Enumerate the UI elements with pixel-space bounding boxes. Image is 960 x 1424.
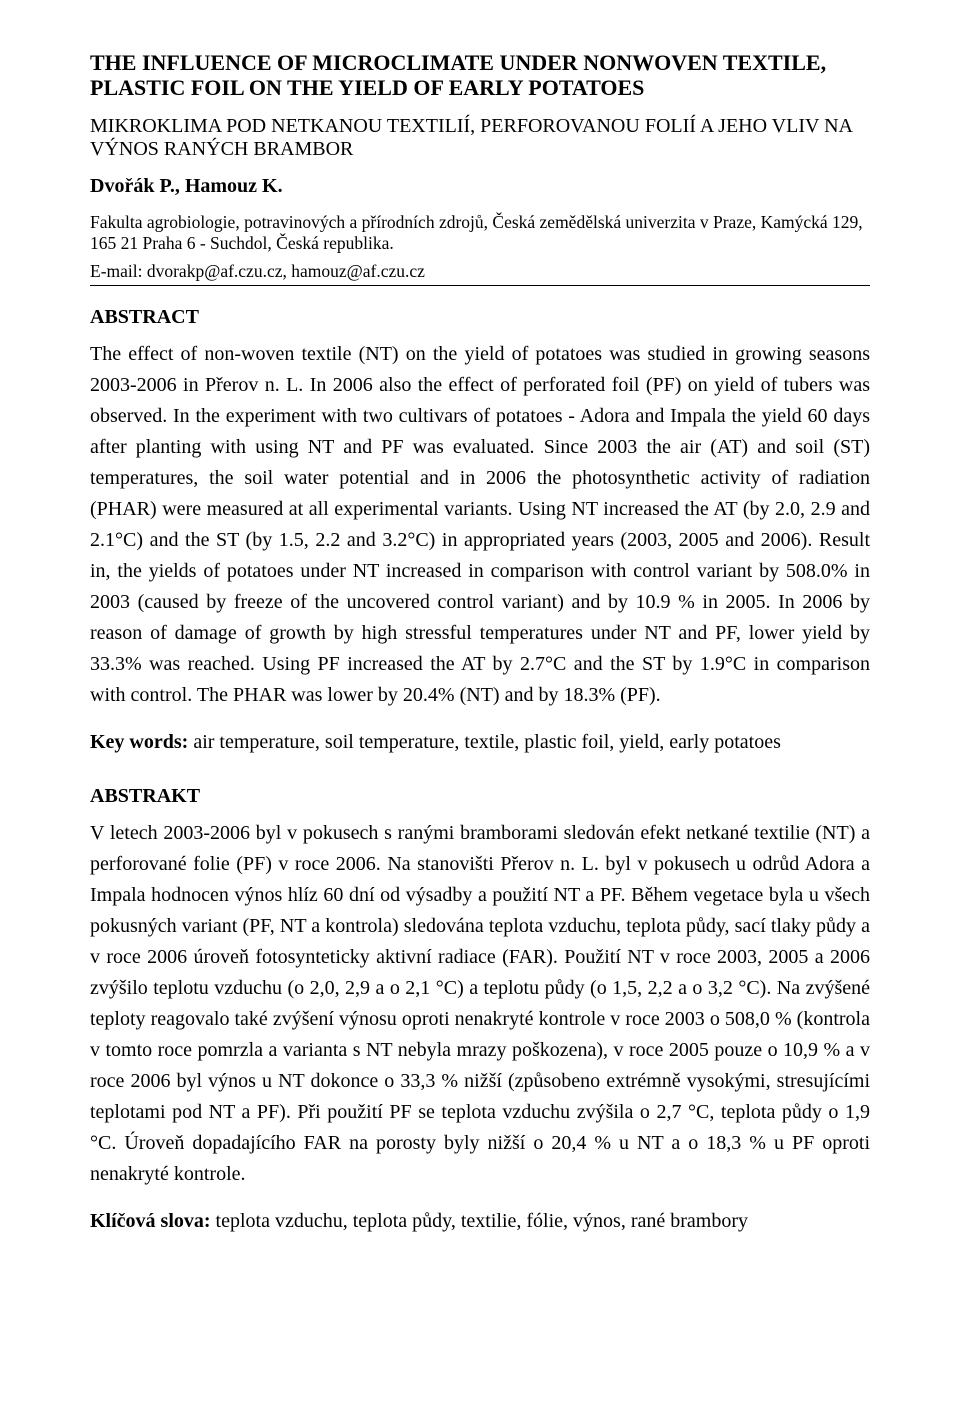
keywords-label-cz: Klíčová slova: — [90, 1210, 211, 1232]
email: E-mail: dvorakp@af.czu.cz, hamouz@af.czu… — [90, 261, 870, 281]
keywords-text-en: air temperature, soil temperature, texti… — [188, 731, 781, 753]
title-english: THE INFLUENCE OF MICROCLIMATE UNDER NONW… — [90, 50, 870, 101]
abstract-heading: ABSTRACT — [90, 306, 870, 329]
abstrakt-body: V letech 2003-2006 byl v pokusech s raný… — [90, 818, 870, 1190]
keywords-en: Key words: air temperature, soil tempera… — [90, 727, 870, 757]
title-czech: MIKROKLIMA POD NETKANOU TEXTILIÍ, PERFOR… — [90, 115, 870, 161]
keywords-label-en: Key words: — [90, 731, 188, 753]
divider — [90, 285, 870, 286]
abstract-body: The effect of non-woven textile (NT) on … — [90, 339, 870, 711]
keywords-cz: Klíčová slova: teplota vzduchu, teplota … — [90, 1206, 870, 1236]
keywords-text-cz: teplota vzduchu, teplota půdy, textilie,… — [211, 1210, 748, 1232]
authors: Dvořák P., Hamouz K. — [90, 175, 870, 198]
abstrakt-heading: ABSTRAKT — [90, 785, 870, 808]
affiliation: Fakulta agrobiologie, potravinových a př… — [90, 212, 870, 256]
